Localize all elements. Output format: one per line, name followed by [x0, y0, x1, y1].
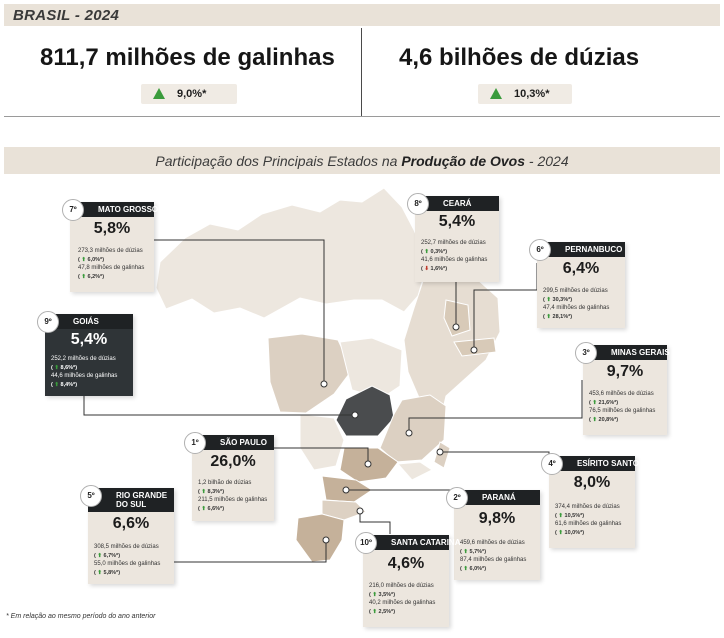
- card-header: RIO GRANDE DO SUL: [88, 488, 174, 512]
- arrow-up-icon: ⬆: [463, 566, 468, 572]
- leader-dots: [320, 323, 478, 544]
- card-minas-gerais: MINAS GERAIS 3º 9,7% 453,6 milhões de dú…: [575, 342, 670, 435]
- arrow-up-icon: [490, 88, 502, 99]
- rank-badge: 3º: [575, 342, 597, 364]
- rank-badge: 2º: [446, 487, 468, 509]
- arrow-down-icon: ⬇: [424, 266, 429, 272]
- map-center-west: [339, 337, 403, 399]
- card-ceara: CEARÁ 8º 5,4% 252,7 milhões de dúzias ( …: [407, 193, 499, 282]
- rank-badge: 9º: [37, 311, 59, 333]
- header-title: BRASIL - 2024: [13, 7, 120, 24]
- arrow-up-icon: ⬆: [592, 417, 597, 423]
- arrow-up-icon: ⬆: [97, 570, 102, 576]
- footnote: * Em relação ao mesmo período do ano ant…: [6, 613, 156, 620]
- map-espirito-santo: [433, 441, 451, 469]
- arrow-up-icon: ⬆: [558, 530, 563, 536]
- rank-badge: 10º: [355, 532, 377, 554]
- arrow-up-icon: ⬆: [81, 257, 86, 263]
- arrow-up-icon: ⬆: [81, 274, 86, 280]
- subtitle-band: Participação dos Principais Estados na P…: [4, 147, 720, 174]
- header-band: BRASIL - 2024: [4, 4, 720, 26]
- share-value: 5,4%: [70, 331, 108, 348]
- arrow-up-icon: ⬆: [372, 592, 377, 598]
- arrow-up-icon: ⬆: [97, 553, 102, 559]
- card-header: PARANÁ: [454, 490, 540, 505]
- arrow-up-icon: ⬆: [54, 382, 59, 388]
- card-goias: GOIÁS 9º 5,4% 252,2 milhões de dúzias ( …: [37, 311, 133, 396]
- share-value: 26,0%: [210, 453, 256, 470]
- share-value: 4,6%: [387, 555, 425, 572]
- share-value: 8,0%: [573, 474, 611, 491]
- hens-total: 811,7 milhões de galinhas: [40, 44, 335, 71]
- arrow-up-icon: ⬆: [546, 297, 551, 303]
- arrow-up-icon: ⬆: [546, 314, 551, 320]
- arrow-up-icon: ⬆: [592, 400, 597, 406]
- map-santa-catarina: [321, 499, 367, 521]
- share-value: 6,4%: [562, 260, 600, 277]
- card-santa-catarina: SANTA CATARINA 10º 4,6% 216,0 milhões de…: [355, 532, 460, 627]
- card-header: PERNANBUCO: [537, 242, 625, 257]
- arrow-up-icon: ⬆: [54, 365, 59, 371]
- leader-lines: [83, 239, 583, 563]
- card-parana: PARANÁ 2º 9,8% 459,6 milhões de dúzias (…: [446, 487, 540, 580]
- arrow-up-icon: ⬆: [463, 549, 468, 555]
- rank-badge: 5º: [80, 485, 102, 507]
- arrow-up-icon: ⬆: [201, 506, 206, 512]
- map-rio-grande-do-sul: [295, 513, 345, 563]
- eggs-total: 4,6 bilhões de dúzias: [399, 44, 640, 71]
- eggs-change-badge: 10,3%*: [478, 84, 572, 104]
- hens-change-badge: 9,0%*: [141, 84, 237, 104]
- rank-badge: 6º: [529, 239, 551, 261]
- hens-change-value: 9,0%*: [177, 88, 207, 100]
- share-value: 6,6%: [112, 515, 150, 532]
- card-header: SÃO PAULO: [192, 435, 274, 450]
- card-pernambuco: PERNANBUCO 6º 6,4% 299,5 milhões de dúzi…: [529, 239, 625, 328]
- map-north: [155, 187, 429, 319]
- card-header: MINAS GERAIS: [583, 345, 670, 360]
- arrow-up-icon: ⬆: [558, 513, 563, 519]
- arrow-up-icon: [153, 88, 165, 99]
- rank-badge: 4º: [541, 453, 563, 475]
- card-header: MATO GROSSO: [70, 202, 158, 217]
- share-value: 9,7%: [606, 363, 644, 380]
- map-northeast: [403, 259, 501, 424]
- share-value: 9,8%: [478, 510, 516, 527]
- subtitle: Participação dos Principais Estados na P…: [155, 153, 569, 169]
- card-rio-grande-do-sul: RIO GRANDE DO SUL 5º 6,6% 308,5 milhões …: [80, 485, 174, 584]
- share-value: 5,8%: [93, 220, 131, 237]
- rank-badge: 7º: [62, 199, 84, 221]
- card-header: GOIÁS: [45, 314, 133, 329]
- map-rio: [396, 461, 433, 481]
- card-sao-paulo: SÃO PAULO 1º 26,0% 1,2 bilhão de dúzias …: [184, 432, 274, 521]
- stats-bottom-rule: [4, 116, 720, 117]
- rank-badge: 8º: [407, 193, 429, 215]
- arrow-up-icon: ⬆: [201, 489, 206, 495]
- card-header: CEARÁ: [415, 196, 499, 211]
- card-header: SANTA CATARINA: [363, 535, 460, 550]
- map-mato-grosso: [267, 333, 353, 414]
- share-value: 5,4%: [438, 213, 476, 230]
- stats-divider: [361, 28, 362, 116]
- card-header: ESÍRITO SANTO: [549, 456, 639, 471]
- eggs-change-value: 10,3%*: [514, 88, 550, 100]
- card-mato-grosso: MATO GROSSO 7º 5,8% 273,3 milhões de dúz…: [62, 199, 158, 292]
- arrow-up-icon: ⬆: [372, 609, 377, 615]
- arrow-up-icon: ⬆: [424, 249, 429, 255]
- map-ceara: [443, 299, 471, 337]
- card-espirito-santo: ESÍRITO SANTO 4º 8,0% 374,4 milhões de d…: [541, 453, 639, 548]
- rank-badge: 1º: [184, 432, 206, 454]
- map-goias: [335, 385, 395, 437]
